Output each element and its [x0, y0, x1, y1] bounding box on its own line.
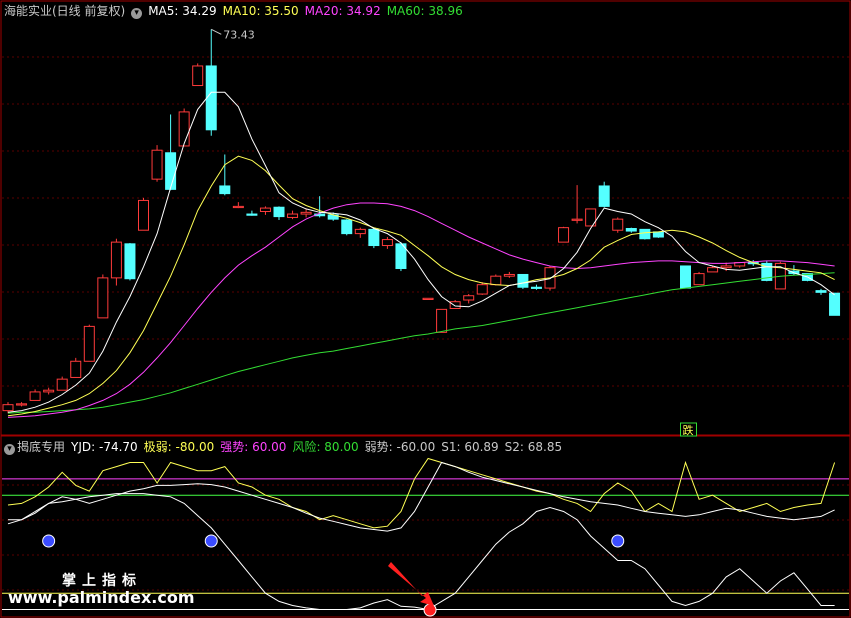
- indicator-chart-frame: [0, 435, 851, 618]
- candle-down: [165, 152, 177, 190]
- candle-up: [463, 295, 475, 301]
- main-grid: [2, 56, 849, 387]
- down-signal-box: [680, 422, 697, 437]
- moving-average-lines: [7, 28, 835, 418]
- candle-up: [43, 389, 55, 393]
- sad-face-icon: [611, 534, 625, 548]
- peak-price-label: 73.43: [223, 28, 255, 41]
- candle-up: [232, 205, 244, 209]
- candle-up: [707, 267, 719, 273]
- candle-down: [219, 185, 231, 195]
- candle-down: [395, 243, 407, 270]
- candle-down: [341, 219, 353, 235]
- candle-up: [70, 360, 82, 378]
- fengxian-value: 风险: 80.00: [292, 440, 359, 454]
- yjd-value: YJD: -74.70: [71, 440, 138, 454]
- main-chart-header: 海能实业(日线 前复权) ▾ MA5: 34.29 MA10: 35.50 MA20: …: [4, 2, 469, 20]
- candle-up: [449, 301, 461, 310]
- yjd-line: [7, 493, 835, 611]
- candle-down: [680, 265, 691, 289]
- ma5-value: MA5: 34.29: [148, 4, 217, 18]
- candle-up: [16, 403, 28, 406]
- s2-line: [7, 457, 836, 529]
- candle-down: [815, 290, 827, 293]
- red-arrow-icon: [388, 562, 434, 606]
- candle-down: [625, 228, 637, 232]
- candle-up: [56, 378, 68, 391]
- candle-up: [422, 297, 434, 300]
- candle-down: [273, 206, 285, 218]
- candle-down: [829, 292, 841, 316]
- candle-up: [612, 218, 624, 231]
- buy-signal-icon: [423, 603, 437, 617]
- candle-up: [585, 208, 597, 227]
- s2-value: S2: 68.85: [504, 440, 563, 454]
- ma20-line: [7, 202, 835, 418]
- candle-up: [178, 111, 190, 147]
- ma10-line: [7, 155, 835, 417]
- stock-title[interactable]: 海能实业(日线 前复权): [4, 4, 126, 18]
- main-chart-frame: [0, 0, 851, 436]
- candle-up: [259, 207, 271, 212]
- candle-up: [490, 275, 502, 286]
- candle-down: [639, 228, 651, 240]
- indicator-name[interactable]: 揭底专用: [17, 440, 66, 454]
- candle-up: [138, 199, 149, 231]
- candle-down: [761, 262, 773, 281]
- candle-down: [124, 243, 136, 280]
- candle-up: [693, 273, 705, 286]
- candle-up: [436, 308, 448, 333]
- candle-up: [503, 273, 515, 277]
- sad-face-icon: [204, 534, 218, 548]
- ma60-value: MA60: 38.96: [386, 4, 463, 18]
- ma5-line: [7, 91, 835, 413]
- ma60-line: [7, 272, 835, 414]
- candle-up: [571, 218, 583, 221]
- candle-up: [720, 265, 732, 269]
- chevron-down-icon[interactable]: ▾: [131, 8, 143, 19]
- candle-down: [530, 286, 542, 289]
- candle-down: [517, 273, 529, 288]
- candle-down: [652, 231, 664, 238]
- indicator-lines: [2, 457, 849, 611]
- down-signal-label: 跌: [683, 423, 694, 437]
- chevron-down-icon[interactable]: ▾: [4, 444, 15, 455]
- signal-markers: [42, 534, 625, 617]
- candle-down: [598, 185, 610, 207]
- sad-face-icon: [42, 534, 56, 548]
- candlestick-series: [2, 29, 841, 414]
- jiruo-value: 极弱: -80.00: [143, 440, 215, 454]
- watermark-text: 掌上指标: [62, 573, 142, 589]
- candle-up: [29, 391, 41, 401]
- indicator-grid: [2, 484, 849, 591]
- watermark-url: www.palmindex.com: [8, 588, 195, 607]
- s1-line: [8, 461, 835, 532]
- candle-up: [354, 228, 366, 235]
- qiangshi-value: 强势: 60.00: [220, 440, 287, 454]
- candle-down: [205, 65, 217, 131]
- candle-up: [83, 325, 95, 362]
- candle-up: [97, 277, 109, 319]
- candle-up: [192, 65, 204, 87]
- candle-up: [151, 149, 163, 180]
- indicator-header: ▾ 揭底专用 YJD: -74.70 极弱: -80.00 强势: 60.00 风险: 8…: [4, 438, 568, 456]
- s1-value: S1: 60.89: [441, 440, 499, 454]
- peak-pointer: [211, 28, 222, 35]
- candle-down: [246, 213, 258, 216]
- candle-up: [2, 404, 14, 412]
- ma10-value: MA10: 35.50: [222, 4, 299, 18]
- ruoshi-value: 弱势: -60.00: [364, 440, 436, 454]
- candle-up: [300, 211, 312, 215]
- ma20-value: MA20: 34.92: [304, 4, 381, 18]
- candle-up: [110, 241, 122, 279]
- candle-up: [287, 213, 299, 218]
- candle-down: [368, 228, 380, 247]
- candle-up: [558, 227, 570, 243]
- candle-up: [476, 284, 488, 295]
- candle-up: [381, 239, 393, 247]
